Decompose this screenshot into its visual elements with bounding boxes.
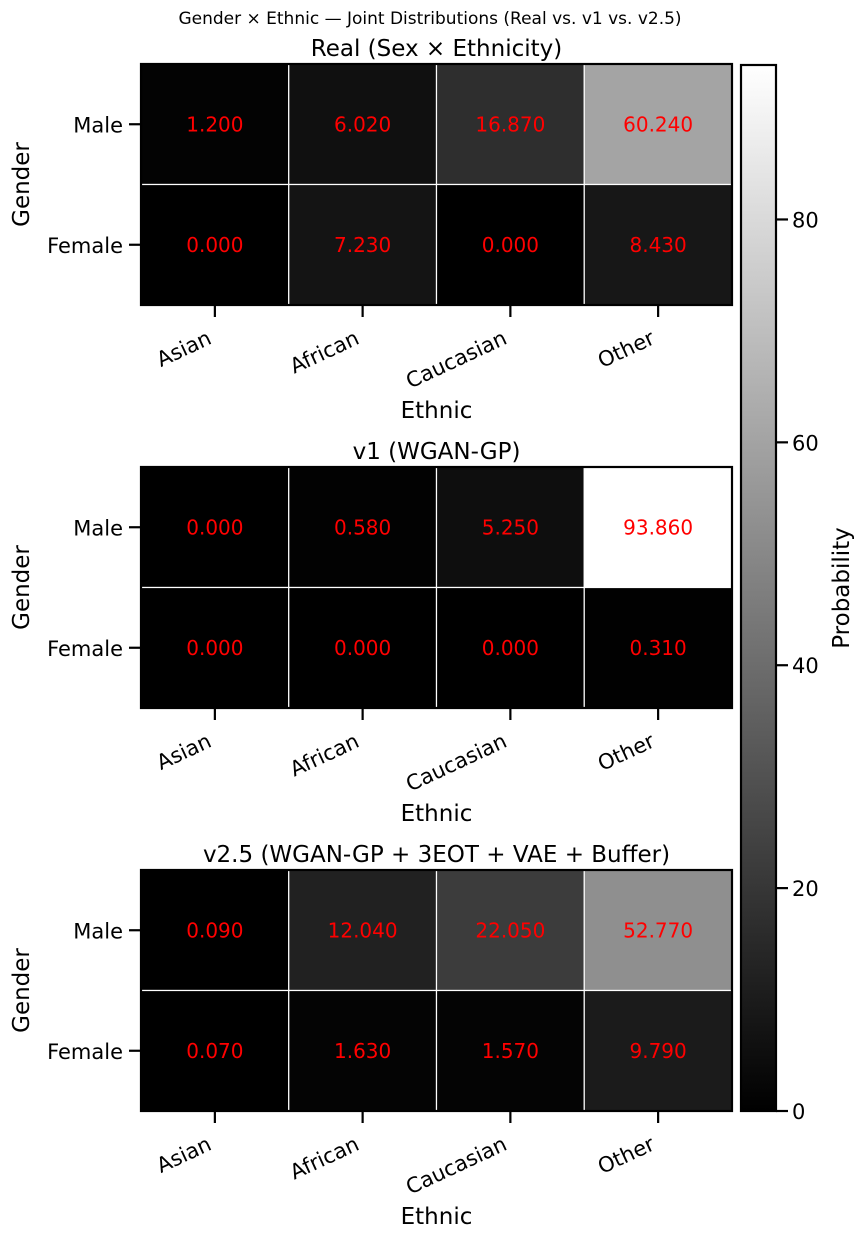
y-axis-label: Gender: [9, 142, 35, 227]
cell-value-label: 0.000: [186, 233, 243, 257]
x-tick-label: African: [286, 1132, 362, 1185]
heatmap-cell: [435, 586, 585, 709]
colorbar-label: Probability: [829, 527, 855, 649]
colorbar-tick-label: 80: [792, 208, 819, 232]
y-axis-label: Gender: [9, 948, 35, 1033]
y-tick-label: Female: [47, 234, 123, 258]
cell-value-label: 0.000: [186, 636, 243, 660]
heatmap-cell: [140, 63, 290, 186]
heatmap-cell: [583, 466, 733, 589]
cell-value-label: 1.570: [482, 1039, 539, 1063]
colorbar-tick-label: 60: [792, 431, 819, 455]
x-tick-label: African: [286, 326, 362, 379]
cell-value-label: 0.000: [482, 233, 539, 257]
x-tick-label: Other: [594, 1132, 659, 1179]
cell-value-label: 0.000: [482, 636, 539, 660]
heatmap-cell: [583, 63, 733, 186]
axes-frame: [139, 465, 734, 710]
cell-value-label: 22.050: [475, 918, 545, 942]
axes-frame: [139, 62, 734, 307]
cell-value-label: 0.000: [186, 515, 243, 539]
x-tick-label: Other: [594, 729, 659, 776]
cell-value-label: 0.310: [629, 636, 686, 660]
cell-value-label: 6.020: [334, 112, 391, 136]
y-tick-label: Male: [73, 113, 123, 137]
x-tick-label: Asian: [153, 729, 215, 775]
x-axis-label: Ethnic: [401, 398, 473, 424]
heatmap-cell: [140, 586, 290, 709]
heatmap-cell: [583, 989, 733, 1112]
y-tick-label: Female: [47, 1040, 123, 1064]
cell-value-label: 60.240: [623, 112, 693, 136]
cell-value-label: 5.250: [482, 515, 539, 539]
x-axis-label: Ethnic: [401, 801, 473, 827]
cell-value-label: 8.430: [629, 233, 686, 257]
cell-value-label: 12.040: [328, 918, 398, 942]
x-tick-label: Caucasian: [402, 729, 510, 796]
x-tick-label: Caucasian: [402, 1132, 510, 1199]
heatmap-panels: 1.200 6.020 16.870 60.240 0.000 7.230 0.000 8.4…: [9, 36, 734, 1230]
heatmap-cell: [583, 586, 733, 709]
cell-value-label: 0.090: [186, 918, 243, 942]
heatmap-cell: [288, 586, 438, 709]
x-tick-label: African: [286, 729, 362, 782]
x-tick-label: Caucasian: [402, 326, 510, 393]
panel-title: v2.5 (WGAN-GP + 3EOT + VAE + Buffer): [203, 842, 670, 868]
cell-value-label: 0.000: [334, 636, 391, 660]
colorbar-gradient: [739, 63, 778, 1113]
cell-value-label: 0.580: [334, 515, 391, 539]
heatmap-cell: [288, 183, 438, 306]
colorbar: 0 20 40 60 80 Probability: [739, 63, 855, 1124]
heatmap-cell: [288, 869, 438, 992]
heatmap-cell: [435, 466, 585, 589]
y-axis-label: Gender: [9, 545, 35, 630]
cell-value-label: 1.200: [186, 112, 243, 136]
cell-value-label: 0.070: [186, 1039, 243, 1063]
panel-title: v1 (WGAN-GP): [353, 439, 521, 465]
panel-title: Real (Sex × Ethnicity): [311, 36, 562, 62]
y-tick-label: Female: [47, 637, 123, 661]
heatmap-panel: 0.090 12.040 22.050 52.770 0.070 1.630 1.570 9.…: [9, 842, 734, 1230]
axes-frame: [139, 868, 734, 1113]
y-tick-label: Male: [73, 516, 123, 540]
x-axis-label: Ethnic: [401, 1204, 473, 1230]
colorbar-tick-label: 40: [792, 654, 819, 678]
x-tick-label: Asian: [153, 326, 215, 372]
cell-value-label: 1.630: [334, 1039, 391, 1063]
figure-suptitle: Gender × Ethnic — Joint Distributions (R…: [178, 9, 681, 29]
cell-value-label: 52.770: [623, 918, 693, 942]
y-tick-label: Male: [73, 919, 123, 943]
heatmap-cell: [140, 989, 290, 1112]
heatmap-cell: [140, 183, 290, 306]
heatmap-cell: [140, 466, 290, 589]
heatmap-panel: 1.200 6.020 16.870 60.240 0.000 7.230 0.000 8.4…: [9, 36, 734, 424]
x-tick-label: Asian: [153, 1132, 215, 1178]
heatmap-cell: [435, 989, 585, 1112]
colorbar-tick-label: 20: [792, 877, 819, 901]
x-tick-label: Other: [594, 326, 659, 373]
heatmap-cell: [583, 183, 733, 306]
cell-value-label: 9.790: [629, 1039, 686, 1063]
cell-value-label: 93.860: [623, 515, 693, 539]
heatmap-cell: [435, 869, 585, 992]
heatmap-cell: [288, 989, 438, 1112]
heatmap-cell: [288, 63, 438, 186]
cell-value-label: 7.230: [334, 233, 391, 257]
colorbar-tick-label: 0: [792, 1100, 805, 1124]
heatmap-panel: 0.000 0.580 5.250 93.860 0.000 0.000 0.000 0.31…: [9, 439, 734, 827]
cell-value-label: 16.870: [475, 112, 545, 136]
